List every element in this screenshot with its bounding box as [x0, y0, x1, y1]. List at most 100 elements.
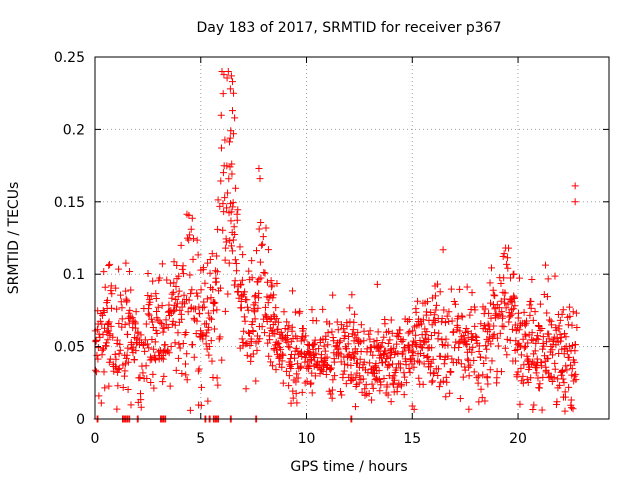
- data-point: [137, 331, 145, 339]
- data-point: [104, 336, 112, 344]
- data-point: [398, 337, 406, 345]
- data-point: [258, 240, 266, 248]
- data-point: [106, 330, 114, 338]
- data-point: [237, 298, 245, 306]
- data-point: [357, 347, 365, 355]
- data-point: [419, 316, 427, 324]
- data-point: [527, 304, 535, 312]
- data-point: [219, 169, 227, 177]
- data-point: [328, 328, 336, 336]
- data-point: [207, 337, 215, 345]
- data-point: [408, 349, 416, 357]
- data-point: [123, 297, 131, 305]
- data-point: [117, 291, 125, 299]
- data-point: [208, 357, 216, 365]
- data-point: [500, 274, 508, 282]
- data-point: [504, 254, 512, 262]
- data-point: [450, 328, 458, 336]
- data-point: [197, 327, 205, 335]
- data-point: [266, 315, 274, 323]
- data-point: [463, 283, 471, 291]
- data-point: [216, 333, 224, 341]
- data-point: [204, 259, 212, 267]
- data-point: [469, 343, 477, 351]
- data-point: [562, 333, 570, 341]
- data-point: [237, 304, 245, 312]
- data-point: [175, 272, 183, 280]
- data-point: [132, 347, 140, 355]
- data-point: [563, 366, 571, 374]
- data-point: [113, 305, 121, 313]
- data-point: [307, 379, 315, 387]
- data-point: [406, 356, 414, 364]
- data-point: [292, 344, 300, 352]
- data-point: [397, 364, 405, 372]
- data-point: [490, 322, 498, 330]
- data-point: [432, 306, 440, 314]
- data-point: [538, 325, 546, 333]
- data-point: [569, 308, 577, 316]
- data-point: [174, 293, 182, 301]
- data-point: [485, 309, 493, 317]
- data-point: [383, 381, 391, 389]
- data-point: [280, 308, 288, 316]
- data-point: [550, 333, 558, 341]
- data-point: [156, 274, 164, 282]
- data-point: [94, 355, 102, 363]
- data-point: [433, 301, 441, 309]
- data-point: [499, 312, 507, 320]
- data-point: [278, 357, 286, 365]
- data-point: [405, 316, 413, 324]
- data-point: [423, 328, 431, 336]
- data-point: [111, 362, 119, 370]
- data-point: [350, 353, 358, 361]
- data-point: [161, 341, 169, 349]
- data-point: [205, 323, 213, 331]
- data-point: [190, 353, 198, 361]
- data-point: [207, 294, 215, 302]
- x-tick-label: 0: [91, 431, 100, 447]
- data-point: [405, 364, 413, 372]
- data-point: [105, 262, 113, 270]
- data-point: [98, 320, 106, 328]
- data-point: [444, 341, 452, 349]
- data-point: [336, 337, 344, 345]
- data-point: [255, 289, 263, 297]
- data-point: [427, 331, 435, 339]
- data-point: [559, 306, 567, 314]
- data-point: [384, 391, 392, 399]
- data-point: [530, 350, 538, 358]
- data-point: [285, 382, 293, 390]
- data-point: [538, 406, 546, 414]
- data-point: [171, 339, 179, 347]
- data-point: [380, 333, 388, 341]
- data-point: [288, 323, 296, 331]
- data-point: [234, 287, 242, 295]
- data-point: [269, 362, 277, 370]
- data-point: [382, 347, 390, 355]
- data-point: [273, 280, 281, 288]
- data-point: [352, 403, 360, 411]
- data-point: [156, 318, 164, 326]
- data-point: [532, 339, 540, 347]
- y-tick-label: 0.1: [63, 267, 85, 283]
- data-point: [141, 347, 149, 355]
- data-point: [503, 335, 511, 343]
- data-point: [209, 285, 217, 293]
- data-point: [343, 322, 351, 330]
- data-point: [175, 287, 183, 295]
- data-point: [571, 358, 579, 366]
- axis-ticks: 0 0.05 0.1 0.15 0.2 0.25 0 5 10 15 20: [54, 50, 609, 447]
- data-point: [288, 351, 296, 359]
- data-point: [399, 348, 407, 356]
- data-point: [259, 233, 267, 241]
- data-point: [301, 354, 309, 362]
- data-point: [565, 353, 573, 361]
- data-point: [100, 368, 108, 376]
- data-point: [445, 317, 453, 325]
- data-point: [322, 332, 330, 340]
- data-point: [386, 336, 394, 344]
- data-point: [192, 330, 200, 338]
- data-point: [494, 342, 502, 350]
- data-point: [267, 358, 275, 366]
